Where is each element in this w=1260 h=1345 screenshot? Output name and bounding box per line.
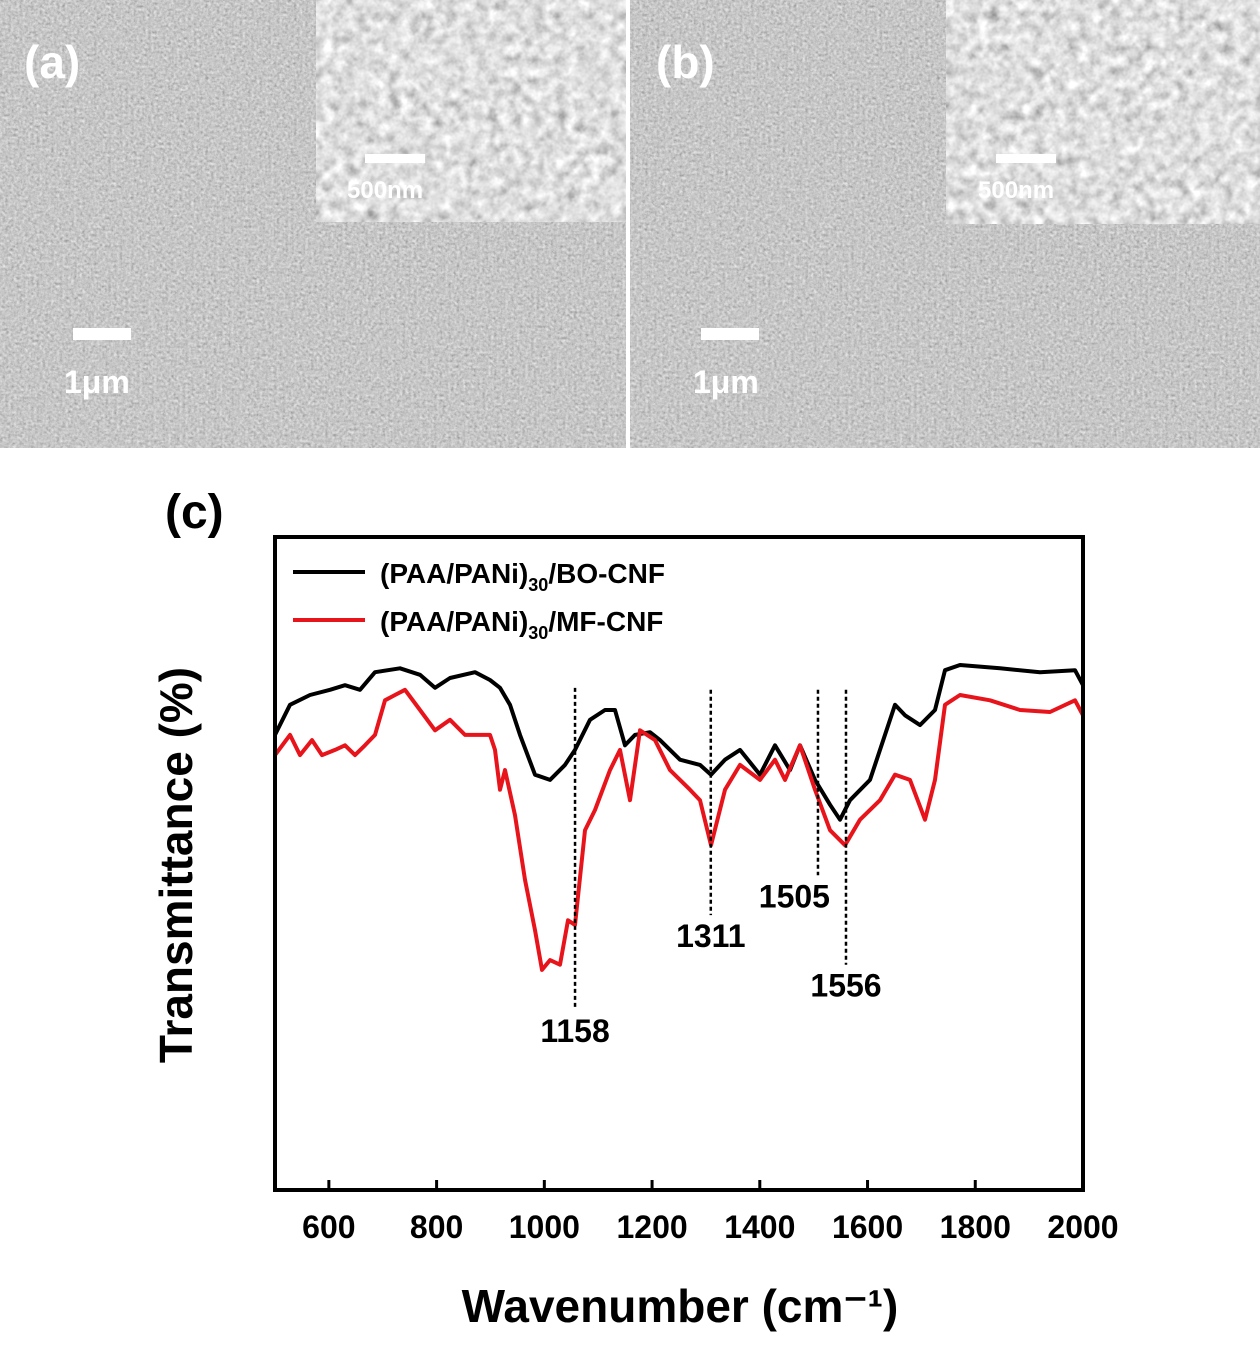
sem-inset xyxy=(944,0,1260,226)
annotation-label: 1311 xyxy=(676,918,745,954)
inset-scale-text: 500nm xyxy=(978,177,1054,204)
x-tick-label: 1400 xyxy=(724,1209,795,1245)
panel-label: (b) xyxy=(656,36,715,88)
legend-label: (PAA/PANi)30/BO-CNF xyxy=(380,558,665,595)
legend-label: (PAA/PANi)30/MF-CNF xyxy=(380,606,663,643)
sem-panel-a: (a) 500nm 1μm xyxy=(0,0,628,448)
scale-text: 1μm xyxy=(64,364,130,400)
series-line xyxy=(273,663,1085,822)
scale-text: 1μm xyxy=(693,364,759,400)
x-tick-label: 1000 xyxy=(509,1209,580,1245)
sem-inset xyxy=(314,0,628,224)
y-axis-title: Transmittance (%) xyxy=(150,667,202,1063)
x-tick-label: 800 xyxy=(410,1209,463,1245)
chart: (c) Wavenumber (cm⁻¹) Transmittance (%) … xyxy=(150,486,1119,1332)
scale-bar xyxy=(73,328,131,340)
panel-label: (c) xyxy=(165,486,224,539)
plot-frame xyxy=(273,535,1085,1192)
inset-scale-bar xyxy=(996,154,1056,163)
annotation-label: 1158 xyxy=(540,1013,609,1049)
series-line xyxy=(273,687,1085,972)
scale-bar xyxy=(701,328,759,340)
inset-scale-bar xyxy=(365,154,425,163)
x-tick-label: 600 xyxy=(302,1209,355,1245)
annotation-label: 1505 xyxy=(759,878,830,914)
annotation-label: 1556 xyxy=(810,968,881,1004)
x-tick-label: 1800 xyxy=(940,1209,1011,1245)
panel-label: (a) xyxy=(24,36,80,88)
x-tick-label: 1600 xyxy=(832,1209,903,1245)
x-tick-label: 1200 xyxy=(616,1209,687,1245)
inset-scale-text: 500nm xyxy=(347,177,423,204)
sem-panel-b: (b) 500nm 1μm xyxy=(630,0,1260,448)
x-tick-label: 2000 xyxy=(1047,1209,1118,1245)
x-axis-title: Wavenumber (cm⁻¹) xyxy=(462,1280,899,1332)
